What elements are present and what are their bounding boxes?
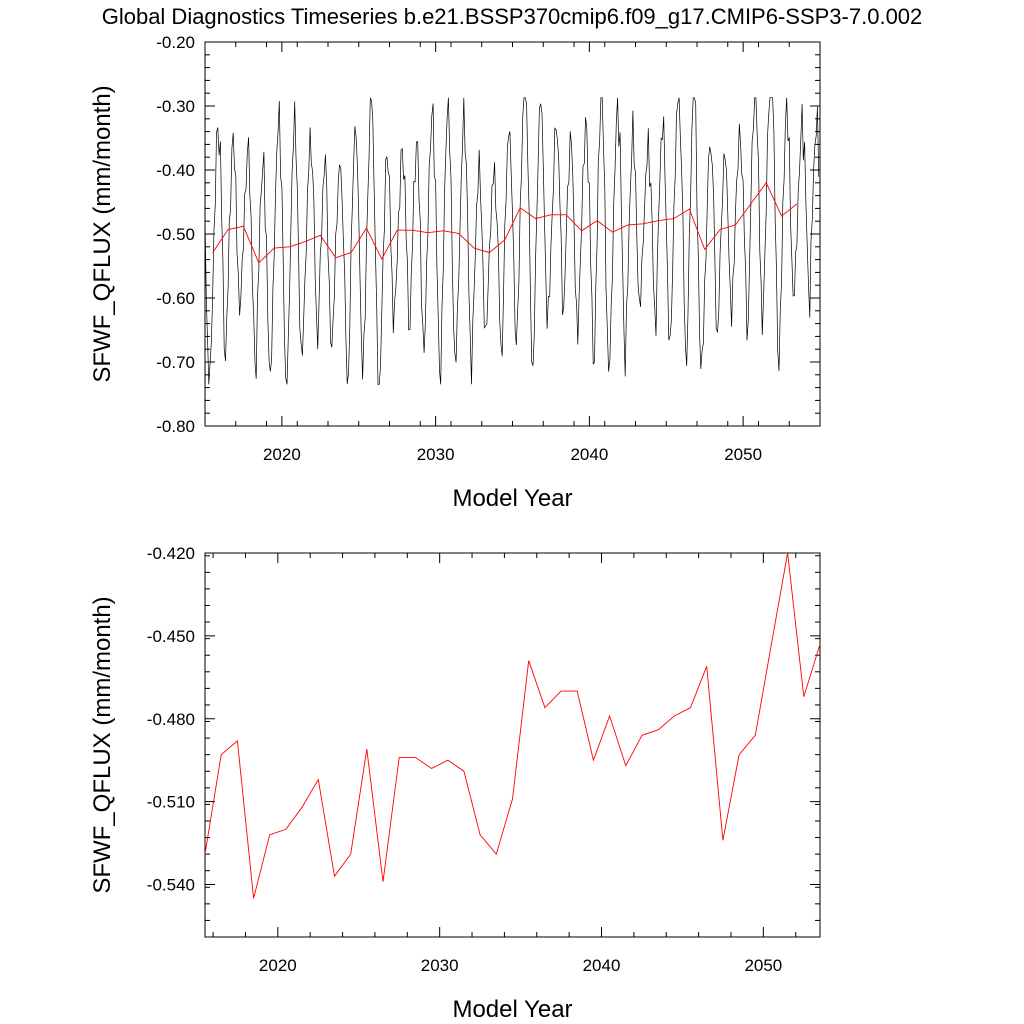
y-tick-label: -0.80 bbox=[156, 417, 195, 436]
plot-frame bbox=[204, 552, 821, 938]
x-tick-label: 2020 bbox=[263, 445, 301, 464]
monthly-series-line bbox=[205, 97, 820, 385]
y-tick-label: -0.510 bbox=[147, 793, 195, 812]
x-tick-label: 2050 bbox=[724, 445, 762, 464]
x-tick-label: 2050 bbox=[744, 956, 782, 975]
y-tick-label: -0.70 bbox=[156, 353, 195, 372]
y-tick-label: -0.480 bbox=[147, 710, 195, 729]
y-tick-label: -0.30 bbox=[156, 97, 195, 116]
y-tick-label: -0.540 bbox=[147, 876, 195, 895]
x-tick-label: 2030 bbox=[421, 956, 459, 975]
x-tick-label: 2030 bbox=[417, 445, 455, 464]
x-tick-label: 2040 bbox=[583, 956, 621, 975]
x-axis-label: Model Year bbox=[452, 485, 572, 512]
top-panel: 2020 2030 2040 2050 -0.80 -0.70 -0.60 -0.50 -0.4… bbox=[89, 33, 821, 512]
annual-mean-series-line bbox=[205, 553, 820, 899]
y-tick-label: -0.20 bbox=[156, 33, 195, 52]
y-tick-label: -0.60 bbox=[156, 289, 195, 308]
x-tick-label: 2040 bbox=[570, 445, 608, 464]
plot-frame bbox=[204, 41, 821, 427]
y-axis-label: SFWF_QFLUX (mm/month) bbox=[89, 85, 116, 382]
bottom-panel: 2020 2030 2040 2050 -0.540 -0.510 -0.480 -0.450… bbox=[89, 544, 821, 1023]
y-axis-label: SFWF_QFLUX (mm/month) bbox=[89, 596, 116, 893]
figure-title: Global Diagnostics Timeseries b.e21.BSSP… bbox=[102, 4, 923, 29]
y-tick-label: -0.50 bbox=[156, 225, 195, 244]
x-axis-label: Model Year bbox=[452, 996, 572, 1023]
y-tick-label: -0.40 bbox=[156, 161, 195, 180]
x-tick-label: 2020 bbox=[259, 956, 297, 975]
annual-mean-series-line bbox=[212, 181, 798, 264]
y-tick-label: -0.420 bbox=[147, 544, 195, 563]
y-tick-label: -0.450 bbox=[147, 627, 195, 646]
